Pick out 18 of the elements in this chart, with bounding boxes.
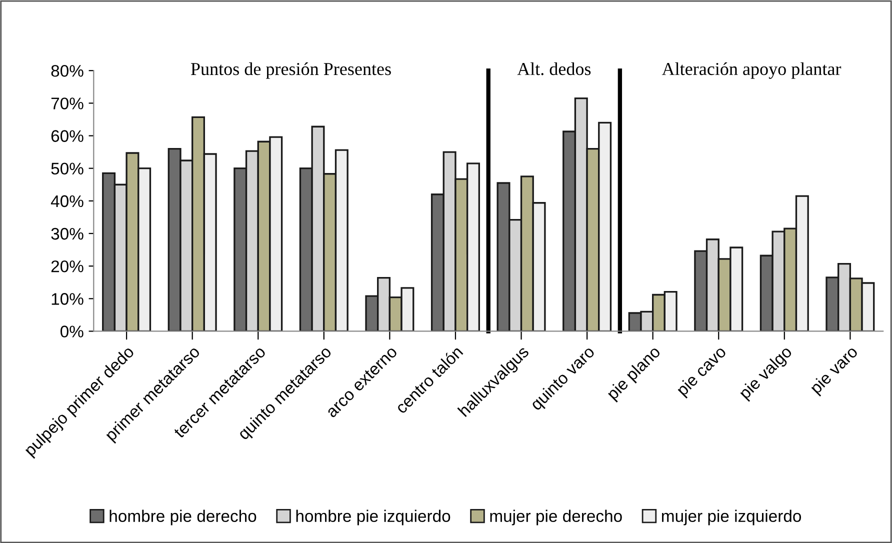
x-tick-label: pie cavo (675, 344, 730, 399)
x-tick-label: pie varo (809, 344, 861, 397)
annotation: Alt. dedos (517, 62, 591, 76)
y-tick-label: 40% (50, 195, 84, 208)
y-tick-label: 80% (51, 64, 84, 77)
legend-label: mujer pie izquierdo (662, 510, 802, 526)
legend-label: hombre pie derecho (110, 510, 256, 526)
y-tick-label: 50% (51, 162, 84, 175)
y-tick-label: 60% (51, 130, 84, 142)
legend-label: mujer pie derecho (490, 510, 622, 526)
legend-label: hombre pie izquierdo (296, 510, 450, 526)
y-tick-label: 70% (51, 98, 84, 110)
y-tick-label: 10% (52, 293, 84, 305)
annotation: Puntos de presión Presentes (190, 62, 391, 79)
annotation: Alteración apoyo plantar (662, 62, 842, 79)
y-tick-label: 20% (51, 260, 84, 272)
y-tick-label: 30% (51, 228, 84, 240)
y-tick-label: 0% (60, 326, 84, 338)
